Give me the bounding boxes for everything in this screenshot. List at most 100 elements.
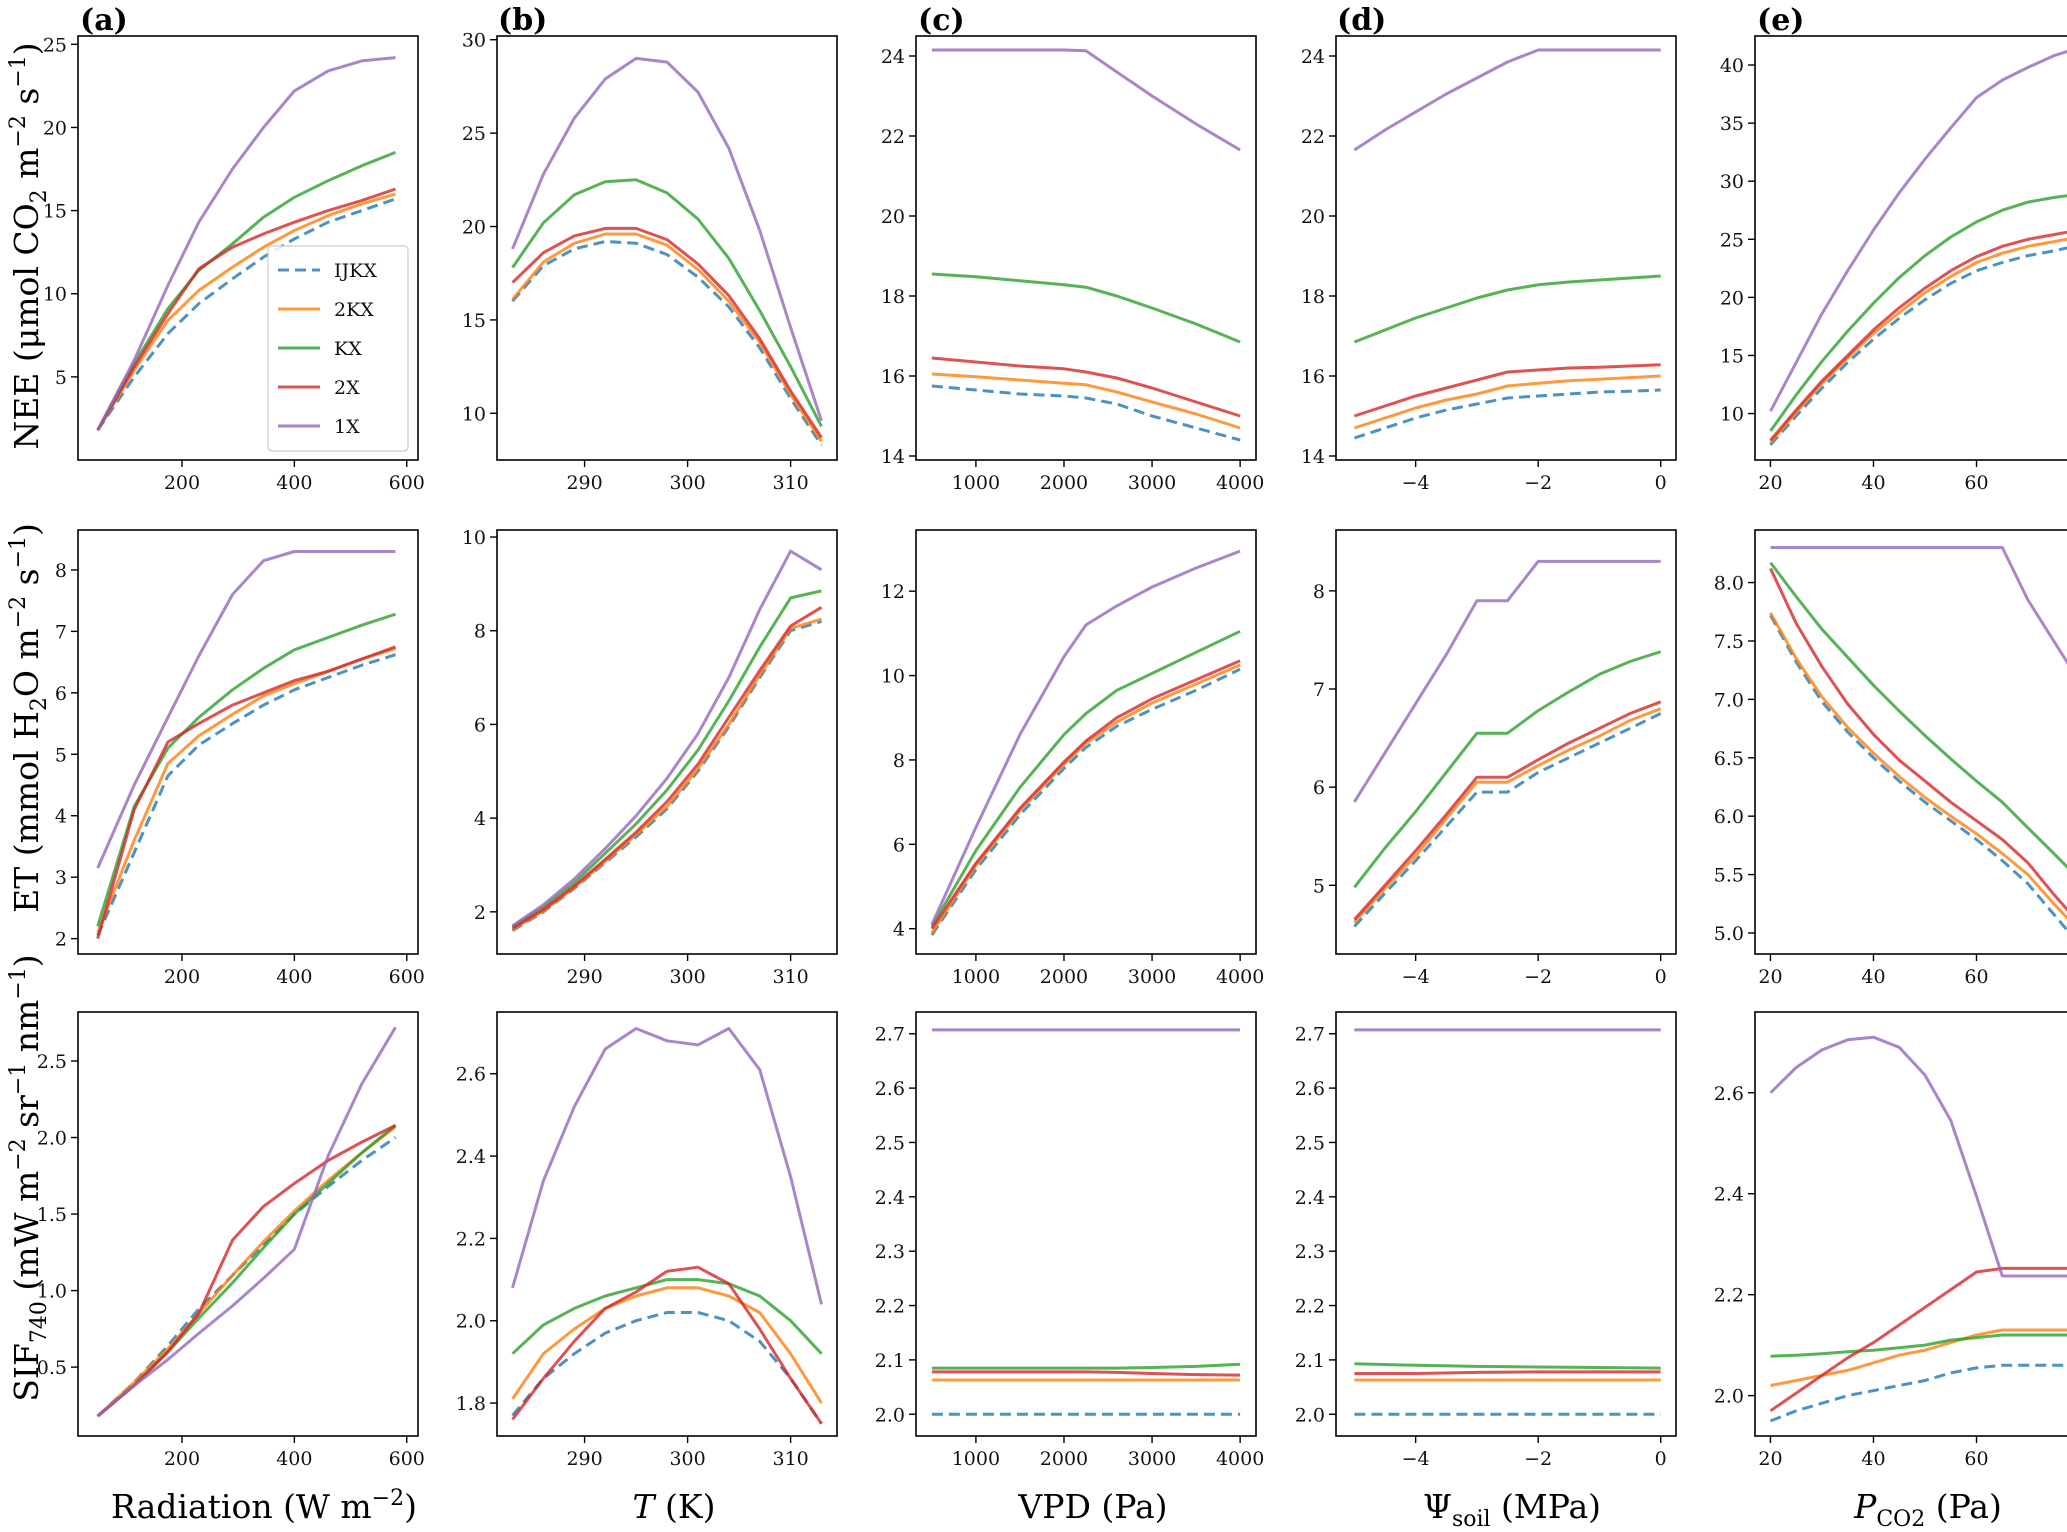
y-tick-label: 4 (55, 806, 67, 828)
series-line-2x (1354, 1370, 1661, 1375)
x-tick-label: 310 (773, 472, 809, 494)
y-tick-label: 2.2 (1295, 1296, 1325, 1318)
y-tick-label: 18 (1301, 286, 1325, 308)
legend-label-2x: 2X (334, 377, 360, 399)
series-line-1x (1353, 559, 1661, 803)
y-tick-label: 2.0 (1714, 1386, 1744, 1408)
x-tick-label: 40 (1861, 472, 1885, 494)
x-tick-label: 200 (164, 1448, 200, 1470)
legend: IJKX 2KX KX 2X 1X (267, 245, 409, 452)
y-tick-label: 7.0 (1714, 689, 1744, 711)
xlabel-vpd: VPD (Pa) (1017, 1487, 1167, 1526)
y-tick-label: 2.4 (456, 1146, 486, 1168)
x-tick-label: 20 (1758, 1448, 1782, 1470)
x-tick-label: 3000 (1128, 472, 1176, 494)
xlabel-psi-soil: Ψsoil (MPa) (1423, 1487, 1601, 1532)
y-tick-label: 2.1 (1295, 1350, 1325, 1372)
x-tick-label: 200 (164, 966, 200, 988)
series-line-1x (931, 48, 1241, 152)
x-tick-label: 40 (1861, 1448, 1885, 1470)
legend-label-ijkx: IJKX (334, 260, 377, 282)
x-tick-label: 20 (1758, 472, 1782, 494)
series-line-ijkx (511, 240, 823, 446)
x-tick-label: 60 (1964, 472, 1988, 494)
panel-r0c4: 2040608010152025303540 (1720, 35, 2067, 494)
y-tick-label: 2.2 (875, 1296, 905, 1318)
x-tick-label: −2 (1524, 966, 1552, 988)
x-tick-label: 600 (389, 1448, 425, 1470)
y-tick-label: 6 (1313, 777, 1325, 799)
y-tick-label: 30 (462, 30, 486, 52)
x-tick-label: 310 (773, 966, 809, 988)
y-tick-label: 30 (1720, 171, 1744, 193)
panel-r1c1: 290 300 310 2 4 6 8 10 (462, 527, 838, 988)
series-line-2x (930, 659, 1241, 930)
panel-r1c4: 204060805.05.56.06.57.07.58.0 (1714, 529, 2067, 988)
series-line-1x (511, 549, 823, 928)
series-line-2x (931, 1370, 1241, 1377)
x-tick-label: −2 (1524, 472, 1552, 494)
series-line-ijkx (96, 653, 396, 937)
x-tick-label: 4000 (1216, 472, 1264, 494)
series-line-2kx (96, 1125, 397, 1418)
y-tick-label: 20 (1301, 206, 1325, 228)
series-line-ijkx (931, 384, 1241, 442)
y-tick-label: 4 (893, 919, 905, 941)
series-line-ijkx (1353, 712, 1662, 928)
axes-frame (496, 35, 838, 461)
y-tick-label: 2.0 (456, 1311, 486, 1333)
series-line-kx (511, 1278, 823, 1355)
x-tick-label: 20 (1758, 966, 1782, 988)
axes-frame (77, 529, 419, 955)
y-tick-label: 12 (881, 581, 905, 603)
y-tick-label: 7.5 (1714, 631, 1744, 653)
y-tick-label: 2.5 (875, 1132, 905, 1154)
x-tick-label: 600 (389, 472, 425, 494)
series-line-1x (96, 550, 396, 869)
y-tick-label: 2.0 (37, 1128, 67, 1150)
y-tick-label: 2.4 (1714, 1184, 1744, 1206)
y-tick-label: 2.1 (875, 1350, 905, 1372)
panel-r0c1: 290 300 310 10 15 20 25 30 (462, 30, 838, 494)
y-tick-label: 16 (1301, 366, 1325, 388)
series-line-2kx (96, 192, 396, 431)
series-line-2kx (1770, 1328, 2067, 1387)
y-tick-label: 4 (474, 808, 486, 830)
y-tick-label: 20 (881, 206, 905, 228)
x-tick-label: 1000 (952, 472, 1000, 494)
legend-box (267, 245, 409, 452)
panel-r1c2: 1000 2000 3000 4000 4 6 8 10 12 (881, 529, 1264, 988)
series-line-2kx (1353, 707, 1662, 924)
y-tick-label: 2.2 (1714, 1285, 1744, 1307)
y-tick-label: 15 (462, 310, 486, 332)
x-tick-label: 3000 (1128, 1448, 1176, 1470)
x-tick-label: 2000 (1040, 1448, 1088, 1470)
axes-frame (915, 529, 1257, 955)
x-tick-label: 60 (1964, 1448, 1988, 1470)
y-tick-label: 22 (881, 126, 905, 148)
y-tick-label: 2.5 (37, 1051, 67, 1073)
series-line-2kx (511, 1286, 823, 1404)
panel-r2c4: 204060802.02.22.42.6 (1714, 1011, 2067, 1470)
y-tick-label: 7 (1313, 679, 1325, 701)
series-line-2x (931, 356, 1241, 418)
series-line-1x (511, 56, 823, 422)
x-tick-label: 40 (1861, 966, 1885, 988)
panel-r2c2: 1000 2000 3000 4000 2.0 2.1 2.2 2.3 2.4 2.5 2.6 2.7 (875, 1011, 1264, 1470)
y-tick-label: 10 (1720, 404, 1744, 426)
series-line-2kx (930, 663, 1241, 934)
series-line-1x (1769, 1035, 2067, 1278)
x-tick-label: 4000 (1216, 1448, 1264, 1470)
y-tick-label: 2.7 (875, 1024, 905, 1046)
x-tick-label: −4 (1402, 966, 1430, 988)
series-line-1x (511, 1027, 823, 1305)
y-tick-label: 7 (55, 621, 67, 643)
y-tick-label: 25 (1720, 229, 1744, 251)
panel-r0c3: −4 −2 0 14 16 18 20 22 24 (1301, 35, 1677, 494)
series-line-2kx (511, 232, 823, 443)
series-line-kx (930, 629, 1241, 928)
series-line-2x (96, 1123, 397, 1418)
y-tick-label: 5 (55, 744, 67, 766)
